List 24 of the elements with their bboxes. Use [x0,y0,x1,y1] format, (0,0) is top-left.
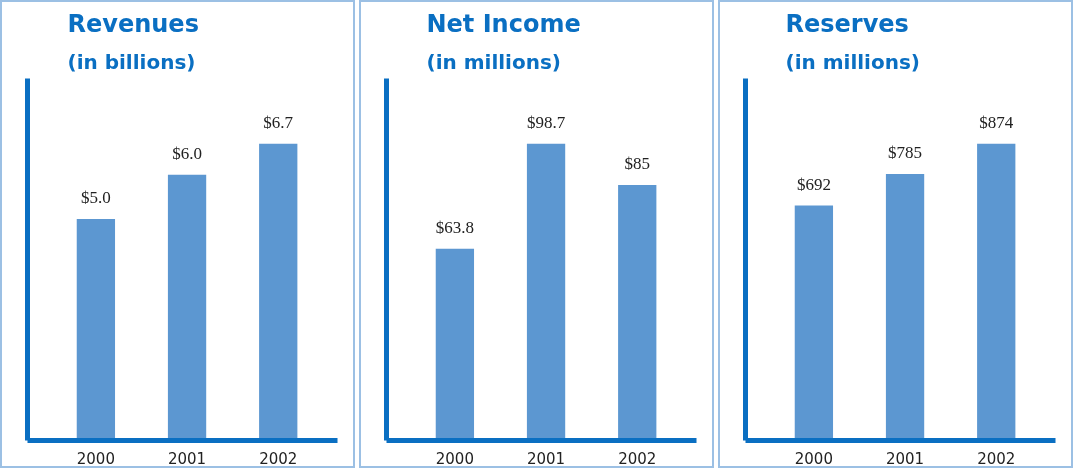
data-label: $874 [979,112,1014,132]
x-tick-label: 2000 [794,449,833,468]
x-tick-label: 2001 [526,449,566,468]
x-tick-label: 2000 [76,449,115,468]
x-tick-label: 2002 [618,449,657,468]
chart-subtitle: (in millions) [426,49,561,74]
data-label: $63.8 [435,217,475,237]
chart-title: Revenues [67,9,199,38]
data-label: $6.7 [263,112,294,132]
chart-title: Reserves [785,9,909,38]
chart-title: Net Income [426,9,581,38]
chart-subtitle: (in millions) [785,49,920,74]
data-label: $785 [888,142,923,162]
data-label: $98.7 [526,112,566,132]
x-tick-label: 2001 [167,449,207,468]
data-label: $85 [624,153,650,173]
data-label: $6.0 [172,143,202,163]
x-tick-label: 2002 [977,449,1016,468]
x-tick-label: 2001 [885,449,925,468]
x-tick-label: 2002 [259,449,298,468]
x-tick-label: 2000 [435,449,474,468]
data-label: $5.0 [81,188,111,208]
chart-subtitle: (in billions) [67,49,196,74]
data-label: $692 [796,174,831,194]
